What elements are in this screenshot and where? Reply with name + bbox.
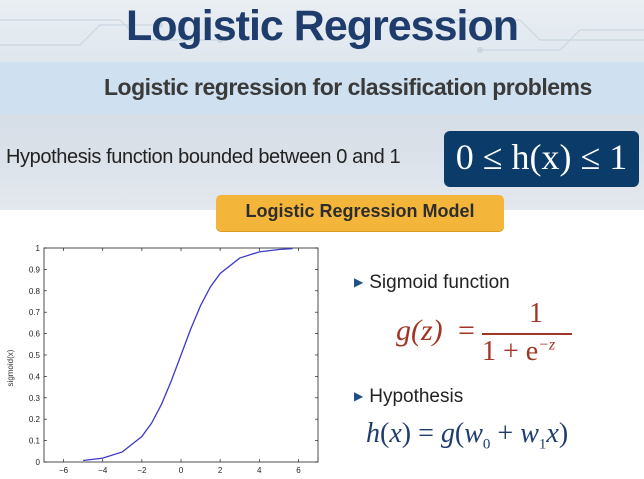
hypothesis-bound-formula: 0 ≤ h(x) ≤ 1 <box>455 137 628 177</box>
hypothesis-formula: h(x) = g(w0 + w1x) <box>366 418 569 453</box>
bullet-triangle-icon: ▶ <box>354 389 364 403</box>
sigmoid-formula-lhs: g(z) <box>396 314 443 347</box>
x-tick-label: 4 <box>257 466 262 475</box>
subtitle: Logistic regression for classification p… <box>104 74 592 100</box>
subtitle-band <box>0 62 644 114</box>
sigmoid-formula-denominator-base: 1 + e <box>482 336 539 367</box>
y-tick-label: 1 <box>36 244 41 253</box>
y-axis-label: sigmoid(x) <box>6 349 15 386</box>
sigmoid-curve-line <box>83 247 293 462</box>
hypothesis-bound-text: Hypothesis function bounded between 0 an… <box>6 146 401 168</box>
sigmoid-formula-denominator: 1 + e−z <box>482 336 582 368</box>
y-tick-label: 0.1 <box>29 437 41 446</box>
y-tick-label: 0 <box>36 458 41 467</box>
model-label-text: Logistic Regression Model <box>245 201 475 221</box>
header-band <box>0 0 644 62</box>
y-tick-label: 0.5 <box>29 351 41 360</box>
y-tick-label: 0.4 <box>29 372 41 381</box>
y-tick-label: 0.2 <box>29 415 41 424</box>
sigmoid-formula-equals: = <box>458 314 475 347</box>
y-tick-label: 0.7 <box>29 308 41 317</box>
sigmoid-heading-label: Sigmoid function <box>369 272 510 293</box>
sigmoid-plot: −6 −4 −2 0 2 4 600.10.20.30.40.50.60.70.80.91 … <box>6 244 319 475</box>
x-tick-label: −6 <box>59 466 69 475</box>
x-tick-label: 0 <box>179 466 184 475</box>
page-title: Logistic Regression <box>126 2 519 50</box>
bullet-triangle-icon: ▶ <box>354 275 364 289</box>
sigmoid-formula-exponent: −z <box>538 336 556 354</box>
sigmoid-formula-numerator: 1 <box>529 298 543 329</box>
hypothesis-bound-box <box>444 131 639 187</box>
hypothesis-heading: ▶ Hypothesis <box>354 386 463 408</box>
x-tick-label: 6 <box>296 466 301 475</box>
y-tick-label: 0.6 <box>29 330 41 339</box>
model-label-badge <box>216 195 504 231</box>
x-tick-label: 2 <box>218 466 223 475</box>
sigmoid-heading: ▶ Sigmoid function <box>354 272 510 294</box>
fraction-bar <box>482 333 572 335</box>
x-tick-label: −2 <box>137 466 147 475</box>
hypothesis-heading-label: Hypothesis <box>369 386 464 407</box>
y-tick-label: 0.8 <box>29 287 41 296</box>
y-tick-label: 0.3 <box>29 394 41 403</box>
x-tick-label: −4 <box>98 466 108 475</box>
y-tick-label: 0.9 <box>29 265 41 274</box>
